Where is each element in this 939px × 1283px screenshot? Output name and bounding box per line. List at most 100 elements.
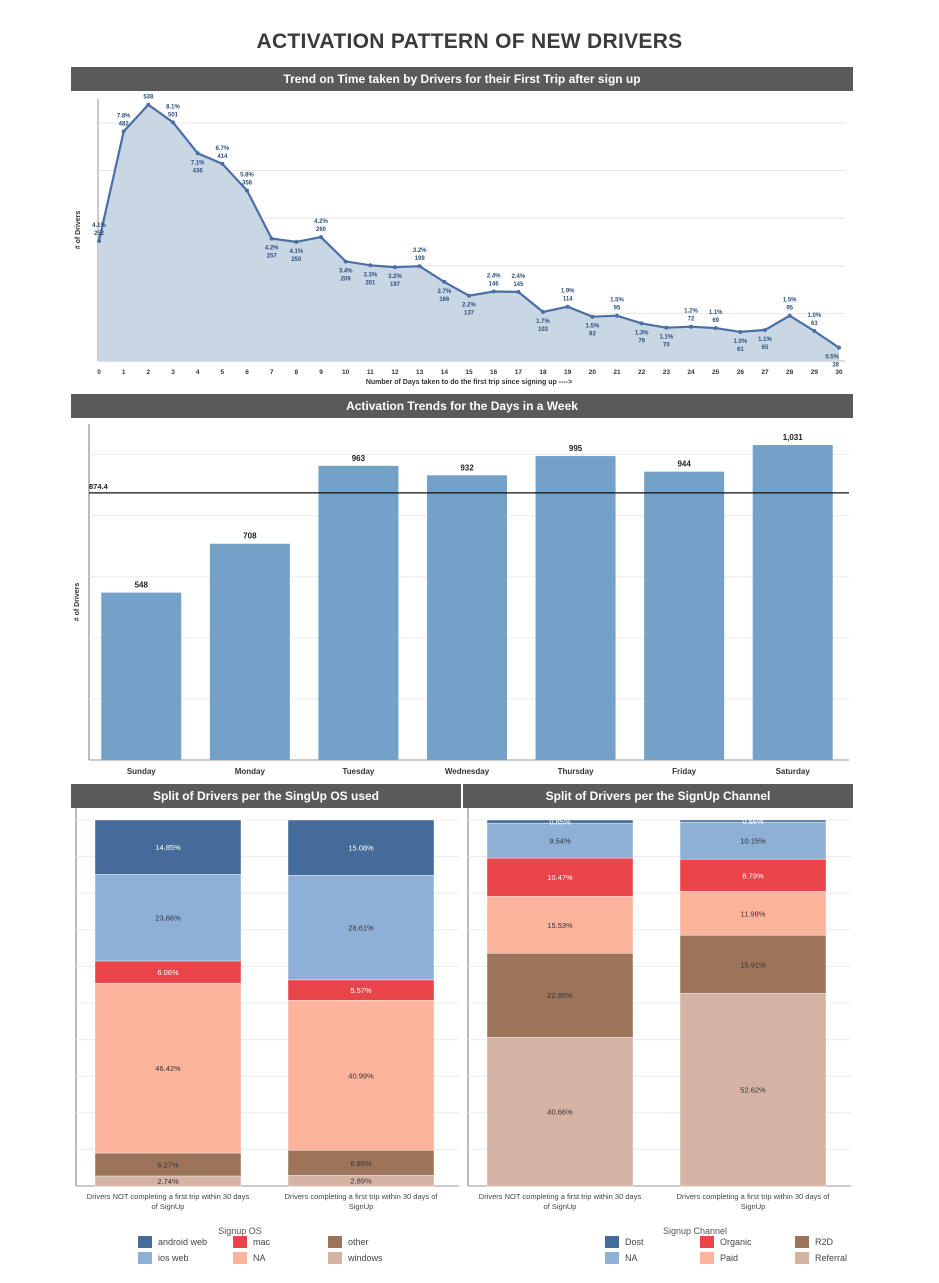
x-tick-label: 0 [97,369,101,376]
segment-label: 15.91% [740,960,766,969]
x-tick-label: 15 [465,369,473,376]
bar-chart-header: Activation Trends for the Days in a Week [71,394,853,418]
signup-os-split-chart: 2.74% 6.27% 46.42% 6.06% 23.66% 14.85% Drivers… [75,808,459,1211]
legend-item: mac [233,1236,270,1248]
stack-segment [287,874,435,981]
legend-label: NA [253,1253,266,1263]
value-label: 28 [832,363,839,369]
legend-label: windows [348,1253,383,1263]
percent-label: 2.2% [462,303,476,309]
page-title: ACTIVATION PATTERN OF NEW DRIVERS [256,30,683,53]
data-point [368,263,373,268]
bar-value-label: 995 [569,444,583,453]
segment-label: 10.15% [740,837,766,846]
value-label: 72 [688,317,695,323]
stack-segment [486,1036,634,1187]
x-tick-label: SignUp [741,1202,766,1211]
percent-label: 1.1% [709,310,723,316]
legend-label: R2D [815,1237,834,1247]
x-tick-label: Thursday [558,767,595,776]
segment-label: 6.27% [157,1160,179,1169]
x-tick-label: 18 [539,369,547,376]
value-label: 95 [786,306,793,312]
stack-segment [94,982,242,1154]
legend-swatch [138,1236,152,1248]
legend-label: Organic [720,1237,752,1247]
x-tick-label: Drivers completing a first trip within 3… [285,1192,439,1201]
data-point [269,236,274,241]
legend-swatch [328,1236,342,1248]
stack-segment [679,935,827,994]
segment-label: 15.53% [547,921,573,930]
legend-label: android web [158,1237,208,1247]
value-label: 69 [712,318,719,324]
bar-value-label: 963 [352,454,366,463]
segment-label: 14.85% [155,843,181,852]
legend-label: NA [625,1253,638,1263]
legend-item: android web [138,1236,207,1248]
x-tick-label: Drivers NOT completing a first trip with… [87,1192,250,1201]
value-label: 358 [242,180,253,186]
stack-segment [679,821,827,860]
segment-label: 0.85% [549,818,571,827]
x-axis-title: Number of Days taken to do the first tri… [366,379,572,386]
line-chart-header: Trend on Time taken by Drivers for their… [71,67,853,91]
data-point [220,161,225,166]
value-label: 482 [119,121,130,127]
data-point [417,264,422,269]
legend-label: mac [253,1237,271,1247]
x-tick-label: SignUp [349,1202,374,1211]
legend-label: Referral [815,1253,848,1263]
legend-item: Referral [795,1252,847,1264]
value-label: 61 [737,347,744,353]
percent-label: 4.1% [92,223,106,229]
percent-label: 1.5% [610,298,624,304]
data-point [516,289,521,294]
stack-segment [486,896,634,954]
x-tick-label: 1 [122,369,126,376]
percent-label: 7.8% [117,113,131,119]
value-label: 114 [563,297,573,303]
legend-swatch [605,1236,619,1248]
legend-label: Dost [625,1237,644,1247]
value-label: 201 [365,280,376,286]
data-point [615,313,619,318]
percent-label: 3.2% [413,248,427,254]
segment-label: 2.74% [157,1177,179,1186]
x-tick-label: Drivers NOT completing a first trip with… [479,1192,642,1201]
legend-item: R2D [795,1236,833,1248]
percent-label: 0.5% [825,355,839,361]
bar-value-label: 944 [677,460,691,469]
x-tick-label: Monday [235,767,266,776]
percent-label: 1.1% [659,335,673,341]
x-tick-label: 17 [515,369,523,376]
legend-label: other [348,1237,369,1247]
value-label: 436 [193,168,204,174]
os-chart-header: Split of Drivers per the SingUp OS used [71,784,461,808]
weekday-activation-chart: 548 Sunday 708 Monday 963 Tuesday 932 Wednesday… [74,424,849,776]
stack-segment [679,993,827,1187]
y-axis-title: # of Drivers [74,583,81,622]
data-point [121,129,126,134]
trend-area [99,104,839,361]
value-label: 538 [143,95,154,101]
data-point [393,265,397,270]
data-point [171,120,175,125]
x-tick-label: 5 [221,369,225,376]
x-tick-label: 25 [712,369,720,376]
x-tick-label: 13 [416,369,424,376]
x-tick-label: 16 [490,369,498,376]
bar [318,465,399,760]
legend-item: Dost [605,1236,644,1248]
x-tick-label: Sunday [127,767,156,776]
x-tick-label: 9 [319,369,323,376]
stack-segment [679,819,827,823]
data-point [837,345,841,350]
legend-swatch [795,1236,809,1248]
data-point [812,328,817,333]
stack-segment [486,822,634,859]
value-label: 166 [439,297,450,303]
x-tick-label: 21 [613,369,621,376]
legend-item: Organic [700,1236,752,1248]
percent-label: 1.2% [684,309,698,315]
